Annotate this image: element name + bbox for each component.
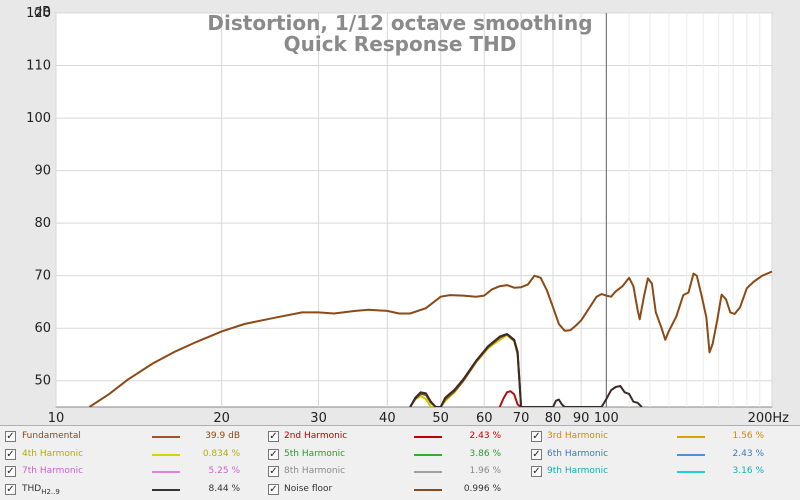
legend-label-subscript: H2..9: [41, 487, 60, 496]
x-tick-label: 50: [432, 411, 449, 425]
legend-label-text: Noise floor: [284, 483, 333, 494]
y-axis-unit-label: dB: [34, 5, 51, 20]
legend-label-text: 2nd Harmonic: [284, 431, 348, 441]
legend-swatch-7th-harmonic: [152, 471, 180, 473]
legend-label-7th-harmonic: 7th Harmonic: [22, 463, 83, 480]
legend-swatch-9th-harmonic: [677, 471, 705, 473]
legend-checkbox-5th-harmonic[interactable]: ✓: [268, 448, 279, 460]
y-tick-label: 50: [34, 374, 51, 389]
legend-swatch-4th-harmonic: [152, 453, 180, 456]
legend-value-fundamental: 39.9 dB: [205, 431, 240, 441]
legend-label-text: Fundamental: [22, 431, 81, 441]
legend-panel: ✓ Fundamental 39.9 dB ✓ 2nd Harmonic 2.43 % ✓ 3…: [0, 425, 800, 500]
x-tick-label: 10: [48, 411, 65, 425]
distortion-chart[interactable]: 120 110 100 90 80 70 60 50 dB 10 20 30 40 50 60 70 80 90 1…: [0, 0, 800, 425]
legend-checkbox-2nd-harmonic[interactable]: ✓: [268, 431, 279, 442]
y-tick-label: 120: [26, 6, 51, 21]
legend-swatch-8th-harmonic: [414, 471, 442, 473]
x-tick-label: 200Hz: [748, 411, 790, 425]
legend-checkbox-9th-harmonic[interactable]: ✓: [531, 466, 542, 477]
legend-swatch-5th-harmonic: [414, 453, 442, 456]
legend-label-2nd-harmonic: 2nd Harmonic: [284, 428, 347, 445]
legend-label-9th-harmonic: 9th Harmonic: [547, 463, 608, 480]
legend-row: ✓ 7th Harmonic 5.25 % ✓ 8th Harmonic 1.96 % ✓ 9…: [0, 463, 800, 480]
legend-label-6th-harmonic: 6th Harmonic: [547, 446, 608, 463]
legend-checkbox-6th-harmonic[interactable]: ✓: [531, 448, 542, 460]
legend-label-text: 4th Harmonic: [22, 448, 84, 459]
legend-value-3rd-harmonic: 1.56 %: [732, 431, 764, 441]
legend-checkbox-8th-harmonic[interactable]: ✓: [268, 466, 279, 477]
legend-swatch-noise-floor: [414, 488, 442, 491]
x-tick-label: 40: [379, 411, 396, 425]
legend-label-text: 8th Harmonic: [284, 466, 346, 476]
y-tick-label: 60: [34, 321, 51, 336]
legend-value-4th-harmonic: 0.834 %: [202, 448, 240, 459]
x-tick-label: 70: [513, 411, 530, 425]
x-tick-label: 80: [545, 411, 562, 425]
y-tick-label: 70: [34, 269, 51, 284]
legend-label-text: 9th Harmonic: [547, 466, 609, 476]
x-tick-label: 90: [573, 411, 590, 425]
y-tick-label: 90: [34, 164, 51, 179]
legend-label-4th-harmonic: 4th Harmonic: [22, 446, 83, 463]
chart-title: Distortion, 1/12 octave smoothing: [207, 11, 592, 35]
legend-label-3rd-harmonic: 3rd Harmonic: [547, 428, 608, 445]
legend-row: ✓ Fundamental 39.9 dB ✓ 2nd Harmonic 2.43 % ✓ 3…: [0, 428, 800, 445]
legend-swatch-6th-harmonic: [677, 453, 705, 456]
legend-checkbox-7th-harmonic[interactable]: ✓: [5, 466, 16, 477]
x-tick-label: 30: [310, 411, 327, 425]
legend-checkbox-fundamental[interactable]: ✓: [5, 431, 16, 442]
legend-swatch-thd: [152, 488, 180, 491]
legend-label-text: 3rd Harmonic: [547, 431, 609, 441]
legend-swatch-3rd-harmonic: [677, 436, 705, 438]
y-tick-label: 80: [34, 216, 51, 231]
legend-row: ✓ THDH2..9 8.44 % ✓ Noise floor 0.996 %: [0, 481, 800, 498]
legend-row: ✓ 4th Harmonic 0.834 % ✓ 5th Harmonic 3.86 % ✓…: [0, 446, 800, 463]
plot-background: [55, 12, 773, 408]
legend-label-8th-harmonic: 8th Harmonic: [284, 463, 345, 480]
legend-value-5th-harmonic: 3.86 %: [469, 448, 501, 459]
legend-label-text: 6th Harmonic: [547, 448, 609, 459]
series-line-thd-h2-9: [409, 333, 643, 407]
legend-checkbox-noise-floor[interactable]: ✓: [268, 483, 279, 495]
legend-checkbox-4th-harmonic[interactable]: ✓: [5, 448, 16, 460]
y-tick-label: 110: [26, 59, 51, 74]
series-line-fundamental: [88, 270, 772, 407]
x-tick-label: 20: [213, 411, 230, 425]
legend-value-7th-harmonic: 5.25 %: [208, 466, 240, 476]
legend-swatch-2nd-harmonic: [414, 436, 442, 438]
legend-value-9th-harmonic: 3.16 %: [732, 466, 764, 476]
x-tick-label: 100: [594, 411, 619, 425]
legend-label-text: 5th Harmonic: [284, 448, 346, 459]
y-tick-label: 100: [26, 111, 51, 126]
series-line-2nd-harmonic: [498, 390, 522, 407]
legend-label-thd: THDH2..9: [22, 481, 60, 498]
legend-value-6th-harmonic: 2.43 %: [732, 448, 764, 459]
legend-label-fundamental: Fundamental: [22, 428, 81, 445]
legend-swatch-fundamental: [152, 436, 180, 438]
legend-label-text: 7th Harmonic: [22, 466, 84, 476]
legend-value-2nd-harmonic: 2.43 %: [469, 431, 501, 441]
legend-value-noise-floor: 0.996 %: [463, 483, 501, 494]
legend-label-text: THD: [22, 483, 42, 494]
legend-value-thd: 8.44 %: [208, 483, 240, 494]
legend-checkbox-thd[interactable]: ✓: [5, 483, 16, 495]
legend-label-5th-harmonic: 5th Harmonic: [284, 446, 345, 463]
x-tick-label: 60: [476, 411, 493, 425]
legend-label-noise-floor: Noise floor: [284, 481, 332, 498]
legend-checkbox-3rd-harmonic[interactable]: ✓: [531, 431, 542, 442]
chart-area[interactable]: 120 110 100 90 80 70 60 50 dB 10 20 30 40 50 60 70 80 90 1…: [0, 0, 800, 425]
chart-subtitle: Quick Response THD: [284, 32, 517, 56]
legend-value-8th-harmonic: 1.96 %: [469, 466, 501, 476]
